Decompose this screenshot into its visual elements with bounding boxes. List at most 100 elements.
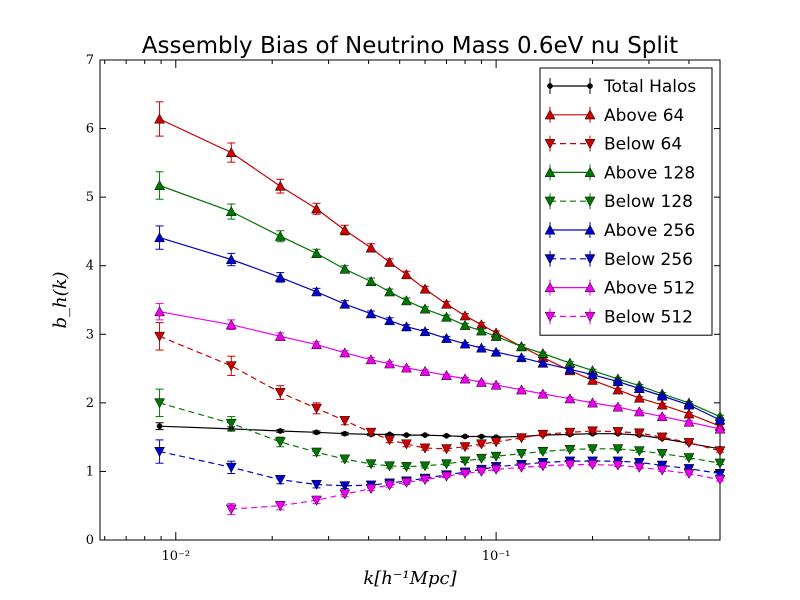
y-tick-label: 1 (86, 464, 94, 479)
y-tick-label: 5 (86, 190, 94, 205)
data-point (441, 298, 452, 309)
data-point (714, 475, 726, 486)
series-group (154, 302, 726, 434)
y-tick-label: 3 (86, 327, 94, 342)
data-point (384, 256, 395, 267)
data-point (587, 374, 598, 385)
legend-marker (544, 109, 556, 120)
data-point (274, 330, 286, 341)
data-point (339, 481, 351, 492)
legend-marker (584, 311, 596, 322)
data-point (441, 311, 452, 322)
data-point (683, 468, 695, 480)
data-point (516, 449, 527, 460)
legend-label: Below 128 (604, 192, 693, 212)
data-point (339, 298, 351, 309)
data-point (516, 341, 527, 352)
data-point (274, 230, 286, 241)
legend-label: Above 64 (604, 106, 684, 126)
data-point (274, 475, 286, 486)
series-line (159, 237, 721, 421)
series-group (154, 225, 726, 425)
data-point (365, 242, 377, 253)
data-point (419, 365, 431, 376)
legend-marker (547, 83, 553, 89)
data-point (612, 427, 624, 438)
data-point (459, 456, 471, 467)
data-point (587, 397, 598, 408)
series-layer (154, 101, 726, 516)
data-point (225, 254, 237, 265)
data-point (225, 206, 237, 217)
data-point (476, 342, 487, 353)
legend-entry: Above 128 (544, 163, 695, 183)
data-point (656, 411, 668, 422)
series-group (154, 388, 726, 473)
data-point (365, 484, 377, 495)
data-point (341, 430, 348, 437)
legend-label: Below 64 (604, 135, 682, 155)
data-point (274, 180, 286, 191)
data-point (274, 271, 286, 282)
data-point (587, 369, 598, 380)
data-point (683, 416, 695, 427)
data-point (633, 446, 645, 457)
data-point (225, 361, 237, 372)
data-point (154, 232, 165, 243)
data-point (365, 427, 377, 438)
data-point (154, 398, 165, 409)
data-point (462, 433, 468, 440)
legend-entry: Below 128 (544, 192, 693, 212)
data-point (516, 462, 527, 473)
data-point (339, 224, 351, 235)
data-point (401, 439, 412, 450)
legend-label: Above 256 (604, 221, 695, 241)
data-point (587, 426, 598, 437)
legend-entry: Below 512 (544, 307, 693, 327)
legend-box (539, 67, 713, 336)
series-line (159, 402, 721, 468)
data-point (401, 362, 412, 373)
data-point (311, 447, 322, 458)
legend-label: Above 128 (604, 163, 695, 183)
data-point (274, 501, 286, 512)
data-point (419, 283, 431, 294)
data-point (154, 306, 165, 317)
data-point (612, 384, 624, 395)
data-point (441, 471, 452, 482)
data-point (277, 428, 284, 434)
data-point (714, 458, 726, 469)
data-point (656, 449, 668, 460)
data-point (490, 346, 502, 357)
data-point (459, 319, 471, 330)
data-point (225, 319, 237, 330)
data-point (225, 462, 237, 473)
data-point (537, 447, 549, 458)
data-point (339, 454, 351, 465)
data-point (714, 446, 726, 457)
data-point (422, 432, 428, 438)
data-point (401, 462, 412, 473)
legend-marker (544, 254, 556, 265)
legend: Total Halos Above 64 Below 64 Above 128 Belo… (539, 67, 713, 336)
data-point (384, 315, 395, 326)
data-point (419, 303, 431, 314)
data-point (384, 286, 395, 297)
data-point (311, 403, 322, 414)
data-point (564, 427, 576, 438)
data-point (633, 406, 645, 417)
data-point (384, 480, 395, 491)
data-point (683, 399, 695, 410)
legend-marker (584, 224, 596, 235)
data-point (516, 433, 527, 444)
legend-marker (584, 282, 596, 293)
series-line (159, 450, 721, 487)
data-point (490, 437, 502, 448)
data-point (443, 432, 450, 439)
data-point (311, 495, 322, 506)
data-point (225, 504, 237, 515)
series-group (154, 322, 726, 457)
data-point (419, 475, 431, 486)
legend-marker (544, 311, 556, 322)
